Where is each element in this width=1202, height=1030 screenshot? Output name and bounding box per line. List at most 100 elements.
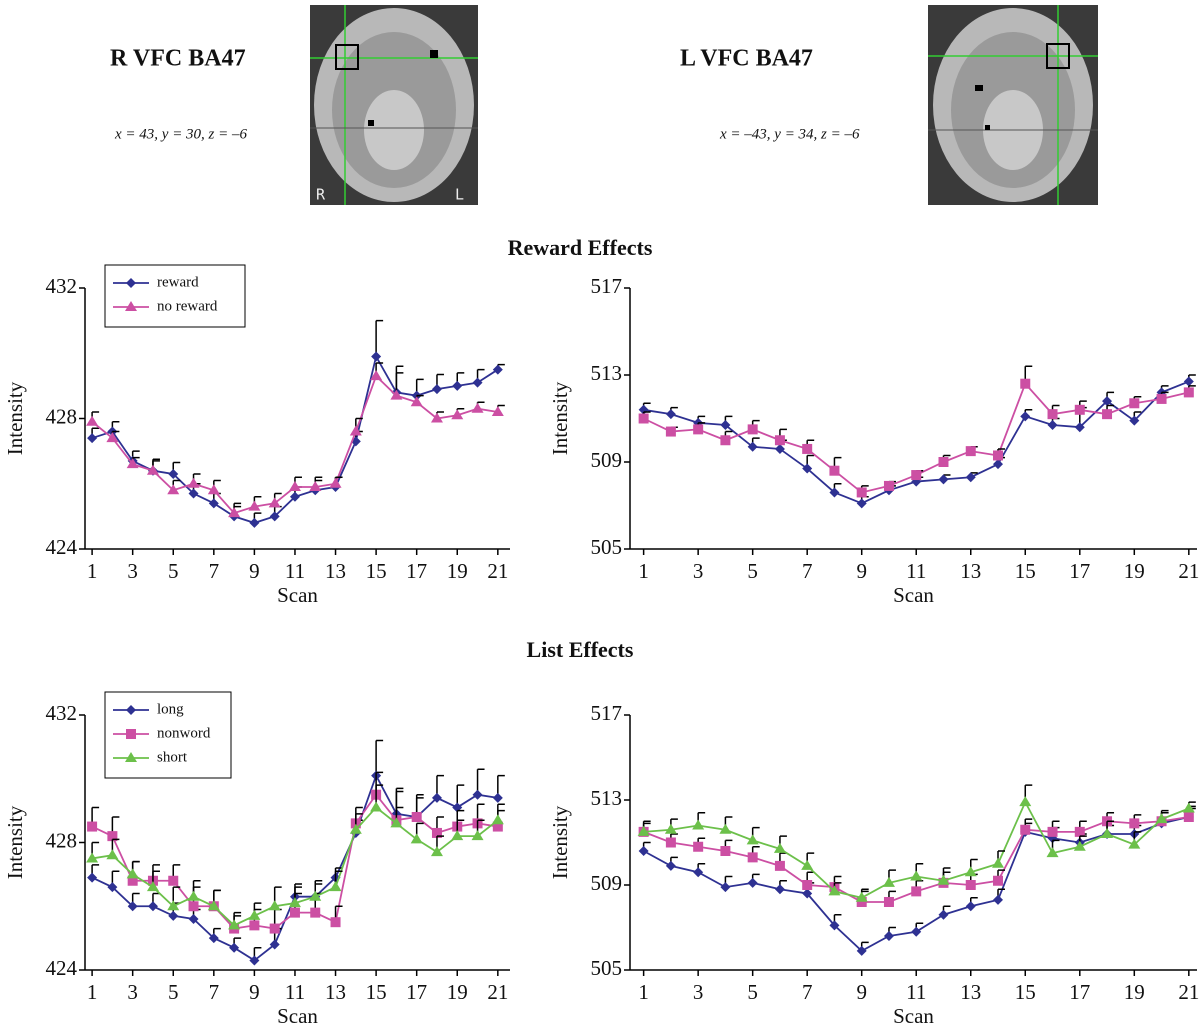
marker [410, 833, 423, 844]
marker [856, 945, 867, 956]
y-tick-label: 428 [46, 404, 78, 428]
legend-label: long [157, 701, 184, 717]
marker [938, 909, 949, 920]
marker [802, 443, 813, 454]
marker [665, 409, 676, 420]
y-axis-title: Intensity [3, 381, 27, 455]
x-tick-label: 9 [249, 559, 260, 583]
x-tick-label: 13 [325, 559, 346, 583]
marker [720, 420, 731, 431]
marker [1020, 824, 1031, 835]
marker [720, 846, 731, 856]
marker [802, 463, 813, 474]
marker [1020, 378, 1031, 389]
marker [747, 424, 758, 435]
x-tick-label: 17 [406, 980, 427, 1004]
x-tick-label: 15 [366, 980, 387, 1004]
marker [168, 468, 179, 479]
x-tick-label: 19 [1124, 559, 1145, 583]
marker [330, 917, 341, 928]
marker [207, 900, 220, 911]
marker [856, 498, 867, 509]
x-tick-label: 13 [960, 980, 981, 1004]
marker [492, 792, 503, 803]
marker [491, 405, 504, 416]
marker [747, 852, 758, 863]
marker [993, 875, 1004, 886]
image-label: L [455, 186, 464, 204]
marker [349, 425, 362, 436]
marker [349, 823, 362, 834]
x-tick-label: 1 [638, 559, 649, 583]
marker [269, 939, 280, 950]
marker [248, 909, 261, 920]
marker [86, 852, 99, 863]
x-tick-label: 9 [856, 980, 867, 1004]
marker [828, 885, 841, 896]
marker [829, 920, 840, 931]
marker [268, 900, 281, 911]
marker [309, 890, 322, 901]
marker [638, 846, 649, 856]
y-tick-label: 509 [591, 871, 623, 895]
marker [1183, 387, 1194, 398]
x-tick-label: 21 [487, 559, 508, 583]
marker [665, 426, 676, 437]
marker [855, 891, 868, 902]
marker [126, 458, 139, 469]
marker [746, 834, 759, 845]
legend-marker [125, 301, 137, 311]
coordinates: x = 43, y = 30, z = –6 [114, 126, 248, 142]
marker [329, 881, 342, 892]
marker [802, 888, 813, 899]
marker [938, 474, 949, 485]
x-tick-label: 3 [693, 980, 704, 1004]
marker [269, 923, 280, 934]
marker [856, 487, 867, 498]
error-bar [375, 739, 384, 776]
marker [451, 409, 464, 420]
y-tick-label: 424 [46, 956, 78, 980]
marker [1182, 802, 1195, 813]
marker [993, 894, 1004, 905]
x-tick-label: 19 [447, 559, 468, 583]
legend-box [104, 264, 246, 328]
y-axis-title: Intensity [3, 805, 27, 879]
x-tick-label: 7 [209, 980, 220, 1004]
x-tick-label: 21 [1178, 980, 1199, 1004]
marker [1019, 796, 1032, 807]
marker [993, 459, 1004, 470]
marker [1128, 838, 1141, 849]
panel-title: L VFC BA47 [680, 46, 813, 72]
marker [911, 470, 922, 481]
y-tick-label: 513 [591, 361, 623, 385]
marker [773, 842, 786, 853]
marker [883, 931, 894, 941]
marker [188, 901, 199, 912]
x-axis-title: Scan [277, 583, 318, 607]
marker [228, 919, 241, 930]
marker [1074, 422, 1085, 433]
marker [1074, 404, 1085, 415]
x-tick-label: 3 [693, 559, 704, 583]
marker [911, 926, 922, 937]
x-tick-label: 15 [1015, 980, 1036, 1004]
section-title: List Effects [527, 637, 634, 662]
marker [665, 860, 676, 871]
marker [1101, 828, 1114, 838]
marker [1102, 396, 1113, 407]
marker [229, 942, 240, 953]
x-tick-label: 5 [747, 980, 758, 1004]
y-axis-title: Intensity [548, 805, 572, 879]
x-tick-label: 5 [747, 559, 758, 583]
marker [1047, 409, 1058, 420]
marker [188, 488, 199, 499]
marker [370, 801, 383, 812]
x-tick-label: 3 [127, 559, 138, 583]
marker [829, 465, 840, 476]
marker [774, 884, 785, 895]
marker [801, 859, 814, 870]
marker [1074, 826, 1085, 837]
marker [1073, 840, 1086, 851]
marker [1129, 818, 1140, 829]
